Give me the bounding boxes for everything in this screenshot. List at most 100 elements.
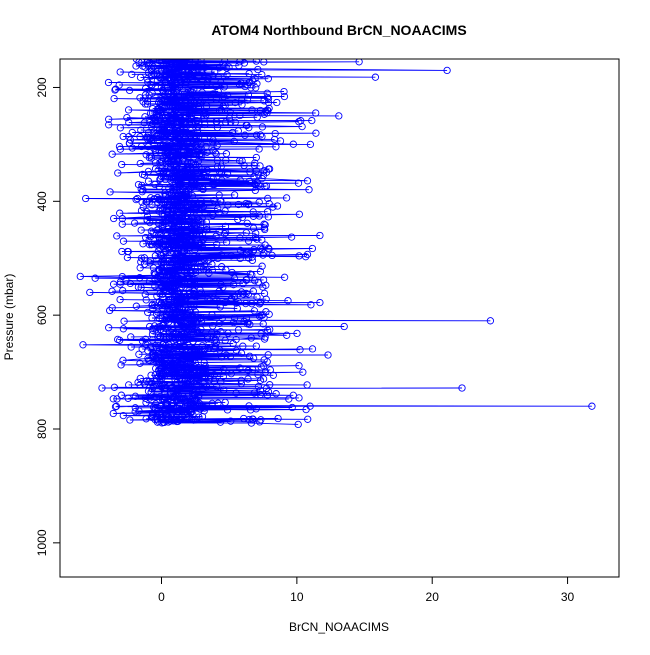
data-point (252, 342, 260, 350)
data-point (168, 204, 177, 212)
data-point (256, 390, 265, 399)
data-point (231, 118, 239, 126)
data-point (212, 95, 220, 104)
data-point (82, 194, 90, 203)
data-point (239, 279, 247, 288)
data-point (264, 75, 272, 83)
data-point (229, 128, 237, 137)
data-point (119, 237, 128, 245)
data-point (232, 389, 240, 397)
data-point (263, 391, 272, 399)
data-point (295, 118, 303, 126)
data-point (187, 135, 195, 143)
data-point (303, 250, 312, 259)
data-point (132, 62, 140, 70)
data-point (162, 242, 170, 251)
data-point (198, 242, 206, 251)
data-point (142, 207, 151, 216)
data-point (158, 59, 166, 66)
data-point (145, 241, 154, 249)
data-point (216, 418, 225, 426)
data-point (149, 326, 157, 335)
data-point (174, 417, 182, 425)
data-point (246, 352, 254, 360)
data-point (221, 118, 230, 126)
data-point (165, 335, 173, 343)
data-point (261, 225, 269, 234)
data-point (220, 365, 228, 373)
data-point (117, 391, 126, 399)
data-point (141, 63, 149, 71)
data-point (316, 298, 324, 307)
data-point (178, 408, 186, 416)
data-point (194, 375, 203, 383)
data-point (114, 169, 122, 177)
data-point (187, 105, 195, 114)
data-point (199, 185, 207, 194)
data-point (149, 403, 158, 411)
data-point (202, 383, 211, 391)
data-point (237, 380, 246, 388)
data-point (219, 92, 228, 101)
data-point (166, 176, 175, 184)
data-point (197, 152, 206, 161)
data-point (197, 317, 206, 325)
data-point (209, 254, 217, 262)
data-point (192, 292, 200, 301)
data-point (308, 345, 317, 353)
data-point (227, 118, 235, 126)
data-point (169, 417, 178, 425)
data-point (76, 272, 84, 281)
data-point (159, 369, 168, 377)
data-point (136, 381, 144, 389)
data-point (285, 395, 293, 403)
data-point (303, 177, 312, 185)
data-point (153, 226, 161, 234)
y-tick-label: 1000 (35, 529, 49, 556)
data-point (156, 332, 164, 341)
data-point (184, 413, 192, 422)
data-point (240, 161, 248, 170)
data-point (200, 261, 208, 269)
data-point (216, 303, 224, 311)
data-point (178, 283, 186, 291)
data-point (182, 234, 191, 242)
data-point (231, 98, 239, 107)
data-point (143, 212, 152, 221)
data-point (152, 375, 161, 383)
data-point (252, 131, 261, 139)
data-point (247, 84, 255, 92)
data-point (258, 70, 266, 79)
data-point (249, 208, 257, 216)
data-point (229, 281, 238, 289)
data-point (197, 289, 206, 297)
data-point (232, 299, 240, 307)
data-point (187, 73, 195, 81)
data-point (199, 385, 207, 393)
data-point (248, 365, 257, 374)
data-point (132, 302, 141, 310)
data-point (138, 198, 146, 206)
data-point (248, 271, 256, 279)
data-point (197, 243, 205, 252)
data-point (213, 330, 221, 338)
data-point (293, 329, 301, 338)
data-point (198, 69, 207, 77)
data-point (308, 244, 317, 253)
data-point (169, 349, 177, 358)
data-point (208, 260, 216, 268)
data-point (161, 247, 170, 255)
data-point (156, 273, 164, 281)
data-point (168, 178, 176, 187)
data-point (189, 416, 198, 424)
data-point (240, 414, 248, 423)
data-point (254, 382, 263, 391)
data-point (189, 344, 197, 352)
data-point (189, 337, 197, 345)
data-point (247, 334, 255, 342)
data-point (151, 282, 159, 290)
data-point (248, 253, 256, 261)
data-point (170, 128, 179, 137)
data-point (195, 99, 203, 108)
data-point (155, 147, 163, 155)
